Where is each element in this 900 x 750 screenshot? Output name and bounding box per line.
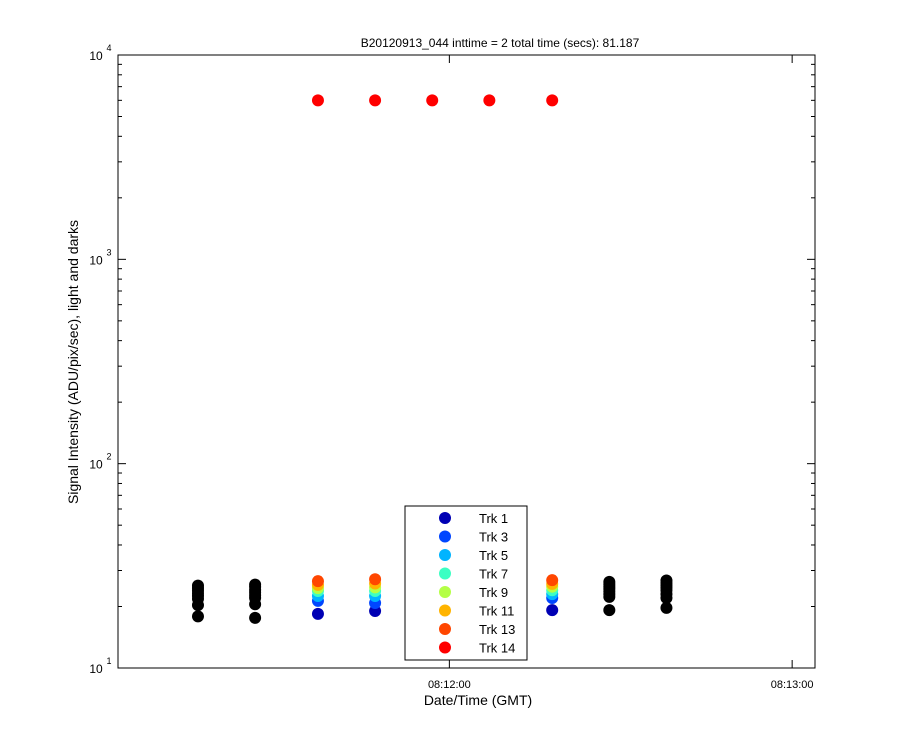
legend-marker	[439, 530, 451, 543]
legend-label: Trk 11	[479, 604, 514, 619]
legend-label: Trk 5	[479, 548, 508, 563]
point	[311, 607, 324, 620]
x-tick-label: 08:12:00	[428, 679, 471, 691]
x-tick-label: 08:13:00	[771, 679, 814, 691]
point	[546, 604, 559, 617]
dark-point	[660, 574, 673, 587]
y-tick-exponent: 1	[106, 656, 111, 666]
dark-point	[603, 604, 616, 617]
legend-label: Trk 1	[479, 511, 508, 526]
x-axis-label: Date/Time (GMT)	[424, 692, 532, 708]
dark-point	[249, 611, 262, 624]
dark-point	[660, 601, 673, 614]
legend-label: Trk 13	[479, 622, 515, 637]
point	[369, 573, 382, 586]
point	[483, 94, 496, 107]
point	[546, 574, 559, 587]
y-tick-exponent: 4	[106, 43, 111, 53]
y-axis-label: Signal Intensity (ADU/pix/sec), light an…	[65, 220, 81, 504]
legend-marker	[439, 586, 451, 598]
dark-point	[191, 579, 204, 592]
legend-label: Trk 9	[479, 585, 508, 600]
legend-marker	[439, 623, 451, 635]
point	[546, 94, 559, 107]
legend: Trk 1 Trk 3 Trk 5 Trk 7 Trk 9 Trk 11 Trk 13 Trk…	[404, 505, 528, 661]
legend-marker	[439, 641, 451, 654]
y-tick-label: 10	[89, 662, 103, 676]
legend-box	[404, 505, 528, 661]
legend-marker	[439, 512, 451, 524]
y-tick-label: 10	[89, 49, 103, 63]
y-tick-exponent: 3	[106, 247, 111, 257]
y-tick-label: 10	[89, 253, 103, 267]
dark-point	[191, 610, 204, 623]
point	[311, 94, 324, 107]
y-tick-label: 10	[89, 458, 103, 472]
chart-title: B20120913_044 inttime = 2 total time (se…	[361, 36, 640, 50]
point	[311, 575, 324, 588]
dark-point	[603, 575, 616, 588]
point	[426, 94, 439, 107]
legend-marker	[439, 567, 451, 580]
legend-label: Trk 7	[479, 567, 508, 582]
legend-marker	[439, 604, 451, 617]
legend-marker	[439, 549, 451, 561]
dark-point	[249, 578, 262, 591]
legend-label: Trk 3	[479, 530, 508, 545]
point	[369, 94, 382, 107]
y-tick-exponent: 2	[106, 452, 111, 462]
legend-label: Trk 14	[479, 641, 515, 656]
